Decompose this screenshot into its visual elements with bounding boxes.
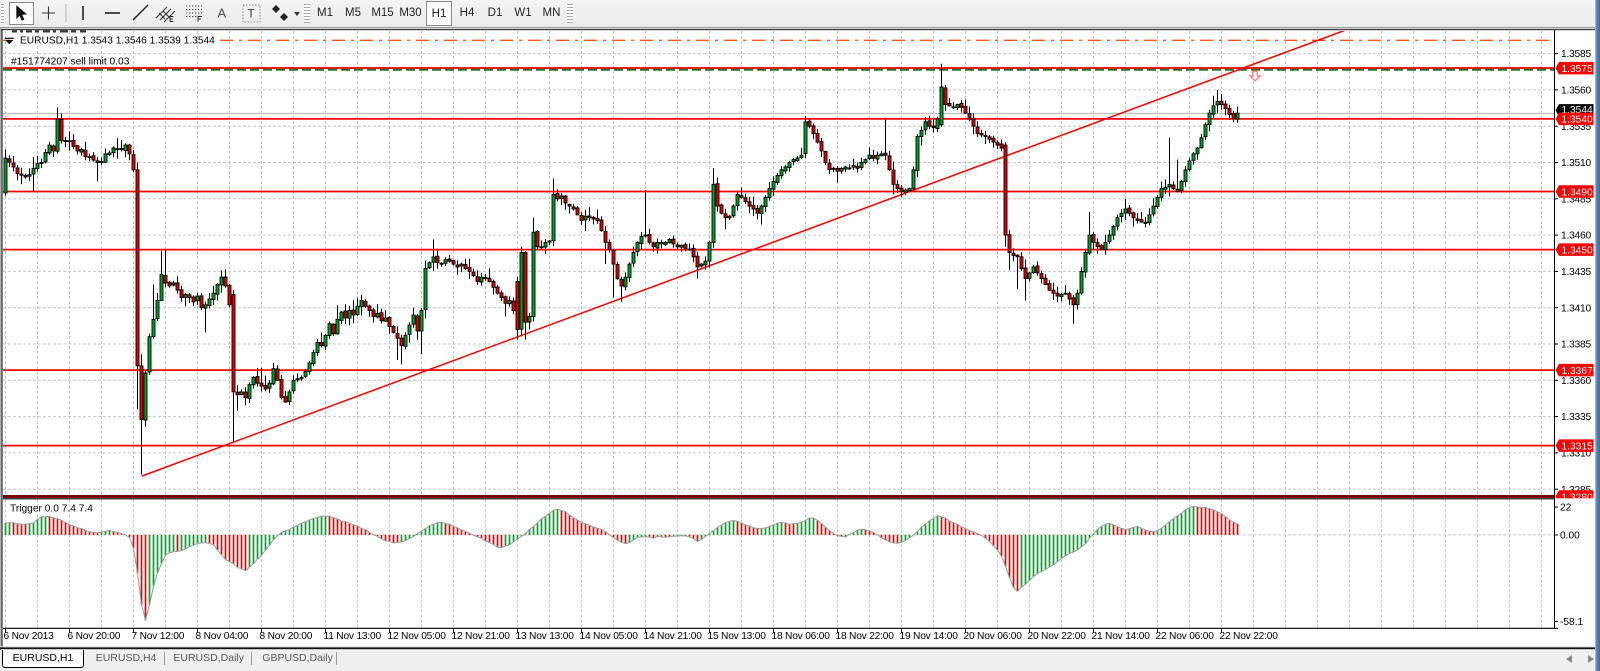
svg-text:15 Nov 13:00: 15 Nov 13:00: [708, 631, 767, 642]
svg-text:20 Nov 22:00: 20 Nov 22:00: [1028, 631, 1087, 642]
svg-text:1.3490: 1.3490: [1562, 187, 1593, 198]
svg-text:12 Nov 21:00: 12 Nov 21:00: [452, 631, 511, 642]
svg-text:T: T: [248, 9, 255, 21]
svg-text:12 Nov 05:00: 12 Nov 05:00: [388, 631, 447, 642]
svg-text:22: 22: [1560, 503, 1572, 514]
svg-text:20 Nov 06:00: 20 Nov 06:00: [964, 631, 1023, 642]
svg-text:1.3335: 1.3335: [1561, 412, 1591, 423]
svg-text:1.3367: 1.3367: [1562, 366, 1593, 377]
svg-text:22 Nov 22:00: 22 Nov 22:00: [1220, 631, 1279, 642]
svg-text:1.3450: 1.3450: [1562, 245, 1593, 256]
svg-text:1.3385: 1.3385: [1561, 340, 1591, 351]
svg-text:1.3360: 1.3360: [1561, 376, 1591, 387]
svg-text:13 Nov 13:00: 13 Nov 13:00: [516, 631, 575, 642]
svg-text:14 Nov 05:00: 14 Nov 05:00: [580, 631, 639, 642]
svg-text:22 Nov 06:00: 22 Nov 06:00: [1156, 631, 1215, 642]
svg-text:11 Nov 13:00: 11 Nov 13:00: [324, 631, 382, 642]
svg-text:1.3544: 1.3544: [1562, 105, 1593, 116]
svg-text:14 Nov 21:00: 14 Nov 21:00: [644, 631, 703, 642]
svg-text:1.3510: 1.3510: [1561, 158, 1591, 169]
svg-text:19 Nov 14:00: 19 Nov 14:00: [900, 631, 959, 642]
svg-text:7 Nov 12:00: 7 Nov 12:00: [132, 631, 185, 642]
svg-text:1.3560: 1.3560: [1561, 86, 1591, 97]
svg-text:EURUSD,H1 1.3543 1.3546 1.353: EURUSD,H1 1.3543 1.3546 1.3539 1.3544: [20, 36, 215, 47]
svg-text:18 Nov 06:00: 18 Nov 06:00: [772, 631, 831, 642]
svg-text:21 Nov 14:00: 21 Nov 14:00: [1092, 631, 1151, 642]
svg-text:1.3315: 1.3315: [1562, 441, 1593, 452]
svg-text:#151774207 sell limit 0.03: #151774207 sell limit 0.03: [11, 57, 130, 68]
svg-text:1.3435: 1.3435: [1561, 267, 1591, 278]
svg-text:1.3535: 1.3535: [1561, 122, 1591, 133]
svg-text:0.00: 0.00: [1560, 531, 1580, 542]
svg-text:A: A: [218, 6, 227, 21]
svg-text:8 Nov 20:00: 8 Nov 20:00: [260, 631, 313, 642]
svg-text:18 Nov 22:00: 18 Nov 22:00: [836, 631, 895, 642]
svg-text:8 Nov 04:00: 8 Nov 04:00: [196, 631, 249, 642]
svg-text:1.3410: 1.3410: [1561, 303, 1591, 314]
svg-text:1.3280: 1.3280: [1562, 492, 1593, 503]
svg-text:Trigger 0.0 7.4 7.4: Trigger 0.0 7.4 7.4: [10, 504, 93, 515]
svg-text:1.3540: 1.3540: [1562, 115, 1593, 126]
svg-text:1.3310: 1.3310: [1561, 449, 1591, 460]
svg-text:6 Nov 2013: 6 Nov 2013: [4, 631, 55, 642]
svg-text:6 Nov 20:00: 6 Nov 20:00: [68, 631, 121, 642]
svg-text:1.3575: 1.3575: [1562, 64, 1593, 75]
svg-text:1.3585: 1.3585: [1561, 49, 1591, 60]
svg-text:1.3485: 1.3485: [1561, 194, 1591, 205]
svg-text:-58.1: -58.1: [1560, 617, 1584, 628]
svg-text:1.3460: 1.3460: [1561, 231, 1591, 242]
